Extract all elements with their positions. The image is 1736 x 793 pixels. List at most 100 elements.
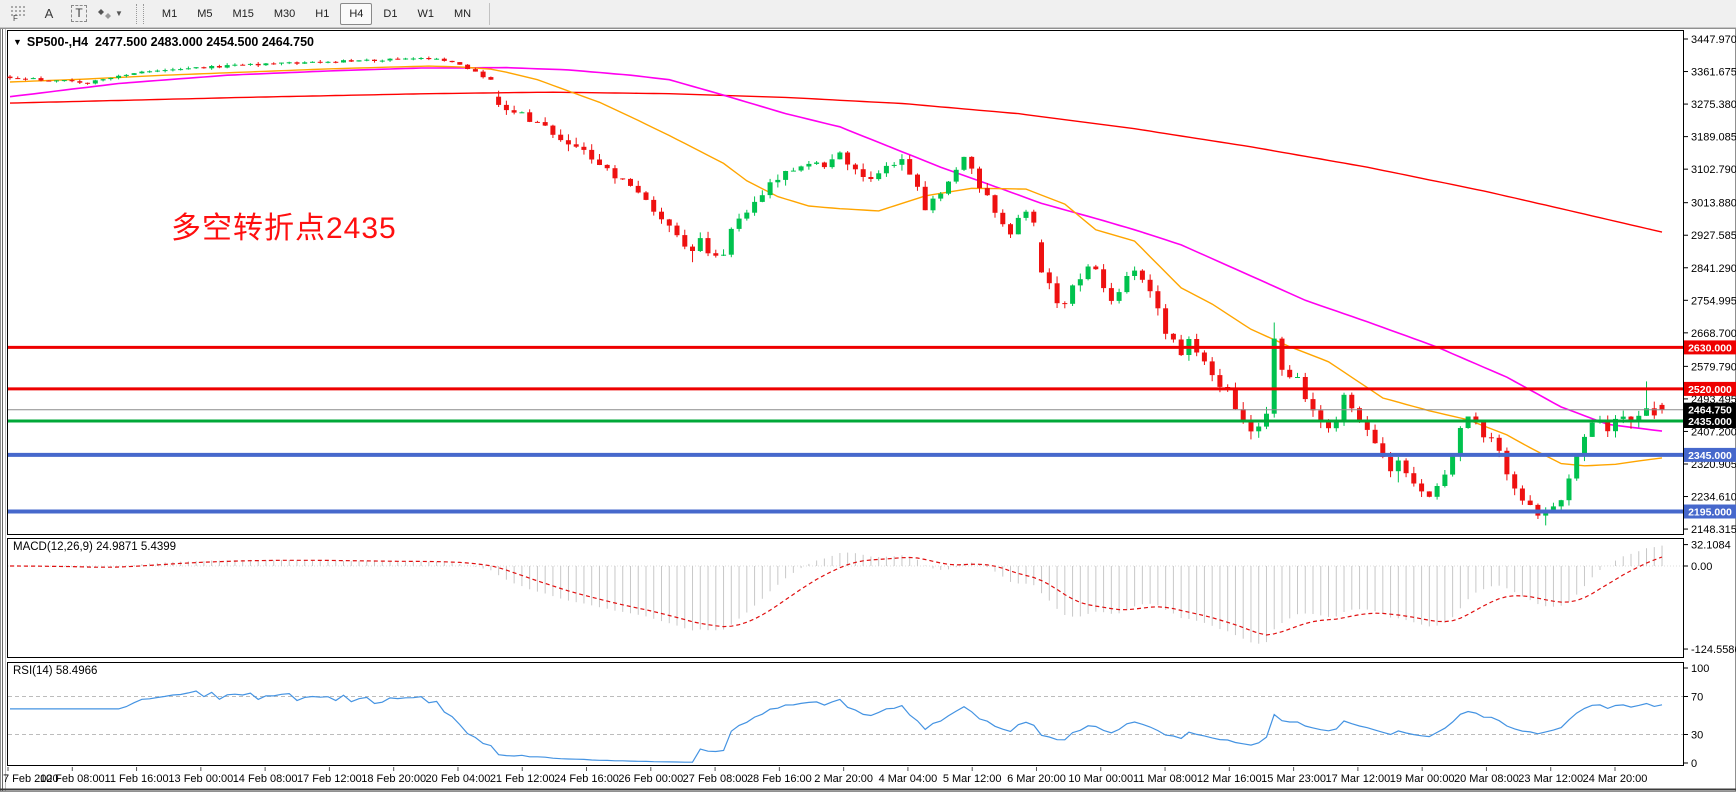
price-axis[interactable]: 3447.970 3361.675 3275.380 3189.085 3102.790…: [1683, 34, 1736, 536]
svg-text:30: 30: [1691, 730, 1703, 742]
svg-text:2754.995: 2754.995: [1691, 295, 1736, 307]
text-icon: T: [71, 5, 87, 22]
macd-histogram: [17, 545, 1663, 644]
svg-text:15 Mar 23:00: 15 Mar 23:00: [1261, 773, 1326, 785]
svg-text:2345.000: 2345.000: [1688, 450, 1732, 462]
svg-text:2320.905: 2320.905: [1691, 459, 1736, 471]
symbol-ohlc-title[interactable]: ▼ SP500-,H4 2477.500 2483.000 2454.500 24…: [13, 35, 314, 49]
symbol-ohlc-text: SP500-,H4 2477.500 2483.000 2454.500 246…: [26, 35, 314, 49]
svg-text:27 Feb 08:00: 27 Feb 08:00: [683, 773, 748, 785]
svg-text:2630.000: 2630.000: [1688, 342, 1732, 354]
toolbar-drag-handle[interactable]: [135, 3, 144, 24]
timeframe-button-m5[interactable]: M5: [197, 7, 213, 20]
svg-text:3447.970: 3447.970: [1691, 34, 1736, 46]
svg-text:3013.880: 3013.880: [1691, 198, 1736, 210]
timeframe-button-m1[interactable]: M1: [161, 7, 178, 20]
timeframe-button-h1[interactable]: H1: [315, 7, 330, 20]
svg-text:17 Feb 12:00: 17 Feb 12:00: [297, 773, 362, 785]
dotted-grid-icon: F: [11, 6, 25, 22]
horizontal-level-lines: [8, 345, 1683, 514]
timeframe-button-w1[interactable]: W1: [417, 7, 434, 20]
svg-text:3102.790: 3102.790: [1691, 164, 1736, 176]
timeframe-button-h4[interactable]: H4: [340, 2, 373, 25]
timeframe-button-m30[interactable]: M30: [273, 7, 296, 20]
svg-text:4 Mar 04:00: 4 Mar 04:00: [879, 773, 938, 785]
svg-text:20 Mar 08:00: 20 Mar 08:00: [1454, 773, 1519, 785]
svg-text:12 Mar 16:00: 12 Mar 16:00: [1197, 773, 1262, 785]
ma-fast-orange: [9, 65, 1663, 467]
moving-averages: [9, 65, 1663, 467]
timeframe-button-mn[interactable]: MN: [453, 7, 472, 20]
text-label-tool-button[interactable]: T: [66, 2, 92, 26]
svg-text:11 Feb 16:00: 11 Feb 16:00: [105, 773, 169, 785]
ma-slow-red: [9, 91, 1663, 233]
svg-text:14 Feb 08:00: 14 Feb 08:00: [233, 773, 298, 785]
toolbar: F A T ▼ M1 M5 M15 M30 H1 H4 D1 W1 MN: [0, 0, 1736, 28]
svg-text:2234.610: 2234.610: [1691, 492, 1736, 504]
svg-text:2841.290: 2841.290: [1691, 263, 1736, 275]
svg-text:2464.750: 2464.750: [1688, 405, 1732, 417]
shapes-icon: [98, 8, 111, 19]
rsi-indicator-label: RSI(14) 58.4966: [13, 665, 98, 677]
price-tag-2435: 2435.000: [1684, 414, 1736, 428]
timeframe-button-d1[interactable]: D1: [383, 7, 398, 20]
price-tag-2520: 2520.000: [1684, 381, 1736, 396]
svg-text:5 Mar 12:00: 5 Mar 12:00: [943, 773, 1002, 785]
svg-text:21 Feb 12:00: 21 Feb 12:00: [490, 773, 555, 785]
chevron-down-icon: ▼: [115, 9, 123, 18]
ma-mid-magenta: [9, 66, 1663, 432]
svg-text:2520.000: 2520.000: [1688, 384, 1732, 396]
font-icon: A: [44, 6, 54, 21]
macd-indicator-label: MACD(12,26,9) 24.9871 5.4399: [13, 541, 177, 553]
svg-text:2 Mar 20:00: 2 Mar 20:00: [814, 773, 873, 785]
toolbar-separator: [489, 2, 491, 25]
svg-text:2407.200: 2407.200: [1691, 426, 1736, 438]
svg-text:17 Mar 12:00: 17 Mar 12:00: [1325, 773, 1390, 785]
svg-text:F: F: [13, 14, 18, 22]
svg-text:0: 0: [1691, 758, 1697, 770]
macd-axis: 32.1084 0.00 -124.5586: [1683, 540, 1736, 656]
crosshair-grid-tool-button[interactable]: F: [6, 2, 32, 26]
svg-text:70: 70: [1691, 692, 1703, 704]
rsi-axis: 100 70 30 0: [1683, 663, 1709, 770]
macd-signal-line: [10, 556, 1663, 636]
svg-text:23 Mar 12:00: 23 Mar 12:00: [1518, 773, 1583, 785]
svg-text:24 Mar 20:00: 24 Mar 20:00: [1583, 773, 1648, 785]
shapes-tool-button[interactable]: ▼: [96, 2, 124, 26]
svg-text:-124.5586: -124.5586: [1691, 644, 1736, 656]
svg-text:3275.380: 3275.380: [1691, 99, 1736, 111]
svg-text:20 Feb 04:00: 20 Feb 04:00: [426, 773, 491, 785]
rsi-line: [10, 690, 1663, 763]
svg-text:26 Feb 00:00: 26 Feb 00:00: [618, 773, 683, 785]
svg-text:18 Feb 20:00: 18 Feb 20:00: [361, 773, 426, 785]
price-tag-2630: 2630.000: [1684, 340, 1736, 355]
svg-text:13 Feb 00:00: 13 Feb 00:00: [168, 773, 233, 785]
svg-text:24 Feb 16:00: 24 Feb 16:00: [554, 773, 619, 785]
svg-text:7 Feb 2020: 7 Feb 2020: [3, 773, 59, 785]
svg-text:2579.790: 2579.790: [1691, 361, 1736, 373]
timeframe-button-m15[interactable]: M15: [232, 7, 254, 20]
svg-text:6 Mar 20:00: 6 Mar 20:00: [1007, 773, 1066, 785]
font-tool-button[interactable]: A: [36, 2, 62, 26]
current-price-tag: 2464.750: [1684, 402, 1736, 417]
svg-text:32.1084: 32.1084: [1691, 540, 1731, 552]
price-tag-2345: 2345.000: [1684, 447, 1736, 462]
timeframe-group: M1 M5 M15 M30 H1 H4 D1 W1 MN: [152, 2, 481, 25]
svg-text:2927.585: 2927.585: [1691, 230, 1736, 242]
svg-text:3189.085: 3189.085: [1691, 132, 1736, 144]
svg-text:19 Mar 00:00: 19 Mar 00:00: [1390, 773, 1455, 785]
svg-text:2668.700: 2668.700: [1691, 328, 1736, 340]
chart-annotation-text[interactable]: 多空转折点2435: [171, 212, 397, 245]
svg-text:10 Feb 08:00: 10 Feb 08:00: [40, 773, 105, 785]
svg-text:2148.315: 2148.315: [1691, 524, 1736, 536]
svg-text:3361.675: 3361.675: [1691, 67, 1736, 79]
svg-text:0.00: 0.00: [1691, 561, 1712, 573]
chevron-down-icon: ▼: [13, 37, 22, 47]
panel-frames: [7, 30, 1684, 766]
svg-text:100: 100: [1691, 663, 1709, 675]
svg-text:10 Mar 00:00: 10 Mar 00:00: [1068, 773, 1133, 785]
svg-text:28 Feb 16:00: 28 Feb 16:00: [747, 773, 812, 785]
